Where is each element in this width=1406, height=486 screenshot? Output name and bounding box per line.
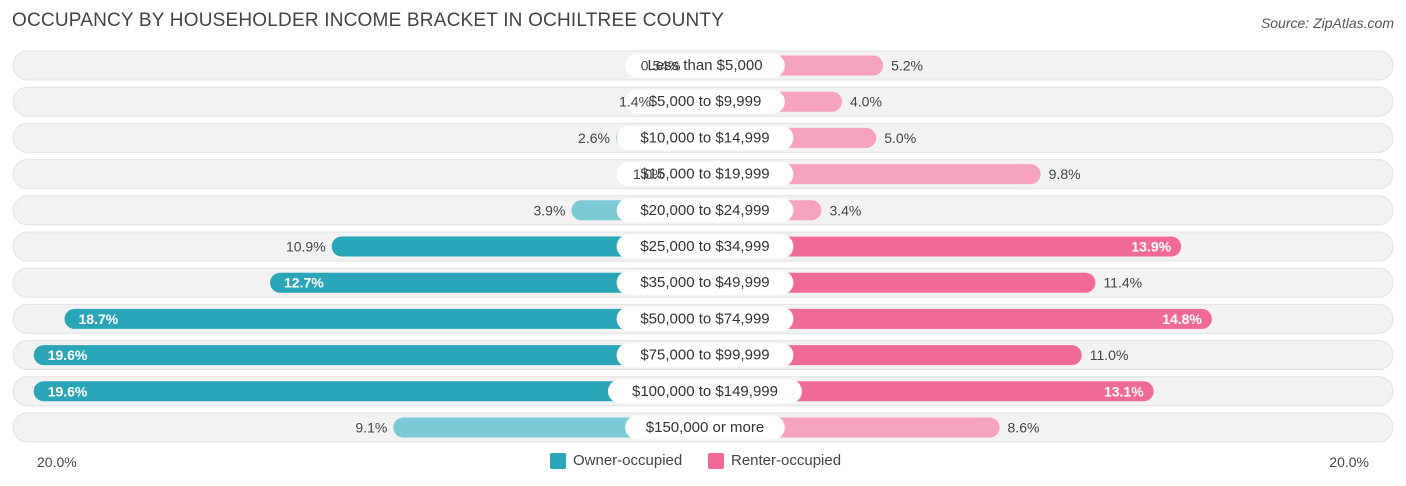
legend-label-owner: Owner-occupied (573, 452, 683, 469)
chart-title: OCCUPANCY BY HOUSEHOLDER INCOME BRACKET … (12, 10, 725, 31)
category-label-bg (625, 89, 785, 114)
category-label: $35,000 to $49,999 (640, 274, 769, 291)
category-label: Less than $5,000 (647, 57, 762, 74)
category-label: $25,000 to $34,999 (640, 238, 769, 255)
owner-value-label: 12.7% (284, 275, 324, 291)
renter-value-label: 13.1% (1104, 383, 1144, 399)
category-label-bg (616, 270, 794, 295)
owner-value-label: 9.1% (355, 420, 387, 436)
renter-bar (695, 236, 1182, 257)
category-label: $150,000 or more (646, 419, 764, 436)
owner-value-label: 2.6% (578, 130, 610, 146)
owner-bar (270, 272, 715, 293)
category-label: $20,000 to $24,999 (640, 202, 769, 219)
source-credit: Source: ZipAtlas.com (1260, 15, 1394, 31)
category-label-bg (616, 125, 794, 150)
legend-swatch-owner (550, 452, 566, 469)
owner-value-label: 18.7% (79, 311, 119, 327)
legend: Owner-occupied Renter-occupied (0, 452, 1406, 474)
renter-value-label: 11.0% (1090, 347, 1129, 363)
axis-left-label: 20.0% (37, 454, 77, 470)
renter-value-label: 11.4% (1103, 275, 1142, 291)
category-label: $50,000 to $74,999 (640, 310, 769, 327)
category-label-bg (616, 162, 794, 187)
renter-value-label: 8.6% (1008, 420, 1040, 436)
renter-value-label: 9.8% (1049, 166, 1081, 182)
owner-value-label: 1.4% (619, 94, 651, 110)
owner-value-label: 19.6% (48, 383, 88, 399)
renter-value-label: 5.2% (891, 58, 923, 74)
renter-value-label: 3.4% (829, 202, 861, 218)
renter-value-label: 13.9% (1131, 239, 1171, 255)
renter-bar (695, 381, 1154, 402)
renter-bar (695, 308, 1212, 329)
category-label: $5,000 to $9,999 (649, 93, 762, 110)
category-label-bg (616, 234, 794, 259)
owner-bar (33, 381, 715, 402)
category-label: $75,000 to $99,999 (640, 347, 769, 364)
owner-value-label: 10.9% (286, 239, 326, 255)
category-label-bg (608, 379, 802, 404)
category-label-bg (616, 198, 794, 223)
category-label: $100,000 to $149,999 (632, 383, 778, 400)
renter-value-label: 4.0% (850, 94, 882, 110)
axis-right-label: 20.0% (1329, 454, 1369, 470)
category-label-bg (625, 53, 785, 78)
legend-item-owner: Owner-occupied (550, 452, 682, 469)
owner-value-label: 0.54% (641, 58, 681, 74)
owner-value-label: 1.0% (633, 166, 665, 182)
category-label: $15,000 to $19,999 (640, 166, 769, 183)
owner-bar (64, 308, 715, 329)
legend-swatch-renter (708, 452, 724, 469)
owner-value-label: 19.6% (48, 347, 88, 363)
owner-bar (33, 345, 715, 366)
renter-value-label: 5.0% (884, 130, 916, 146)
legend-label-renter: Renter-occupied (731, 452, 842, 469)
renter-value-label: 14.8% (1162, 311, 1202, 327)
category-label-bg (616, 306, 794, 331)
category-label: $10,000 to $14,999 (640, 129, 769, 146)
category-label-bg (616, 343, 794, 368)
renter-bar (695, 272, 1096, 293)
owner-value-label: 3.9% (534, 202, 566, 218)
legend-item-renter: Renter-occupied (708, 452, 841, 469)
category-label-bg (625, 415, 785, 440)
